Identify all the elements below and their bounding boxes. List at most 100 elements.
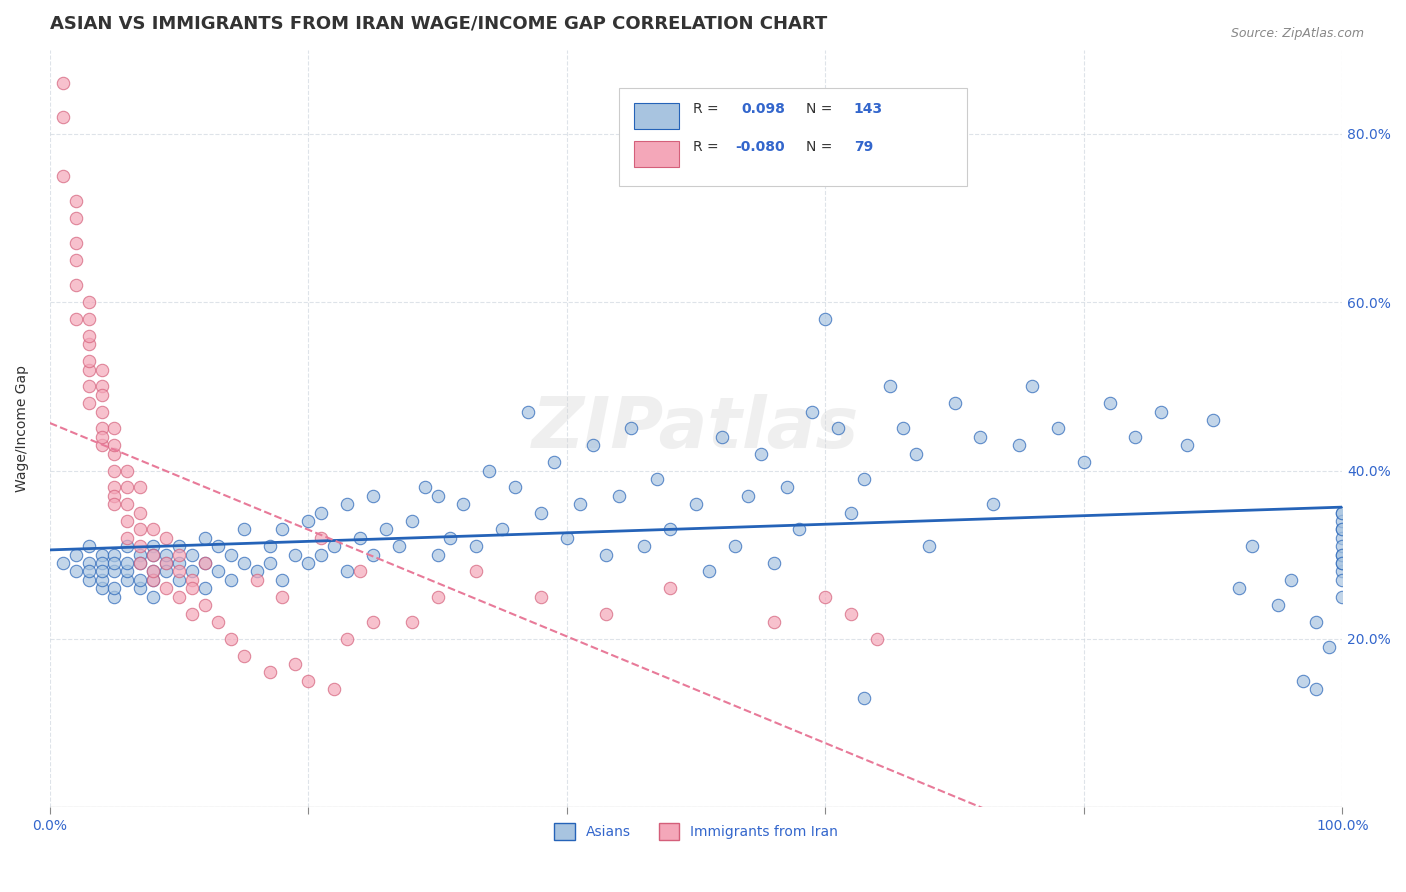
Immigrants from Iran xyxy=(77,337,100,351)
Immigrants from Iran xyxy=(117,463,139,477)
Asians xyxy=(309,548,332,562)
Immigrants from Iran xyxy=(90,404,112,418)
Asians xyxy=(478,463,501,477)
Immigrants from Iran xyxy=(117,480,139,494)
Asians xyxy=(465,539,488,553)
Immigrants from Iran xyxy=(129,523,152,537)
Text: N =: N = xyxy=(806,102,837,116)
Immigrants from Iran xyxy=(142,523,165,537)
Asians xyxy=(1227,582,1250,596)
FancyBboxPatch shape xyxy=(619,87,967,186)
Asians xyxy=(374,523,396,537)
Asians xyxy=(724,539,747,553)
Asians xyxy=(297,514,319,528)
Asians xyxy=(336,497,359,511)
Immigrants from Iran xyxy=(866,632,889,646)
Asians xyxy=(1331,506,1354,520)
Asians xyxy=(103,556,125,570)
Asians xyxy=(439,531,461,545)
Asians xyxy=(155,556,177,570)
Asians xyxy=(1331,548,1354,562)
Immigrants from Iran xyxy=(181,582,204,596)
Immigrants from Iran xyxy=(65,278,87,293)
Text: ZIPatlas: ZIPatlas xyxy=(533,394,859,463)
Asians xyxy=(981,497,1004,511)
Immigrants from Iran xyxy=(659,582,682,596)
Asians xyxy=(530,506,553,520)
Immigrants from Iran xyxy=(103,447,125,461)
Asians xyxy=(1331,523,1354,537)
Asians xyxy=(142,573,165,587)
Immigrants from Iran xyxy=(155,531,177,545)
Asians xyxy=(52,556,75,570)
Asians xyxy=(685,497,707,511)
Immigrants from Iran xyxy=(52,77,75,91)
Immigrants from Iran xyxy=(181,607,204,621)
Immigrants from Iran xyxy=(117,497,139,511)
Immigrants from Iran xyxy=(167,548,190,562)
Asians xyxy=(426,548,449,562)
Asians xyxy=(491,523,513,537)
Asians xyxy=(555,531,578,545)
Text: Source: ZipAtlas.com: Source: ZipAtlas.com xyxy=(1230,27,1364,40)
Asians xyxy=(1331,573,1354,587)
Asians xyxy=(117,565,139,579)
Asians xyxy=(1331,531,1354,545)
Text: ASIAN VS IMMIGRANTS FROM IRAN WAGE/INCOME GAP CORRELATION CHART: ASIAN VS IMMIGRANTS FROM IRAN WAGE/INCOM… xyxy=(49,15,827,33)
Asians xyxy=(891,421,914,435)
Asians xyxy=(77,556,100,570)
Immigrants from Iran xyxy=(129,480,152,494)
Asians xyxy=(388,539,411,553)
Immigrants from Iran xyxy=(90,379,112,393)
Asians xyxy=(1279,573,1302,587)
Immigrants from Iran xyxy=(90,388,112,402)
Immigrants from Iran xyxy=(155,556,177,570)
Asians xyxy=(232,556,254,570)
Immigrants from Iran xyxy=(814,590,837,604)
Immigrants from Iran xyxy=(77,354,100,368)
Asians xyxy=(1331,523,1354,537)
Asians xyxy=(65,548,87,562)
Asians xyxy=(142,539,165,553)
Asians xyxy=(737,489,759,503)
Asians xyxy=(853,472,876,486)
Asians xyxy=(1317,640,1340,655)
Immigrants from Iran xyxy=(117,531,139,545)
Immigrants from Iran xyxy=(77,295,100,310)
Immigrants from Iran xyxy=(65,312,87,326)
Asians xyxy=(1331,590,1354,604)
Asians xyxy=(219,573,242,587)
Asians xyxy=(142,548,165,562)
Immigrants from Iran xyxy=(142,565,165,579)
Asians xyxy=(595,548,617,562)
Asians xyxy=(1305,682,1327,697)
Asians xyxy=(503,480,526,494)
Asians xyxy=(77,539,100,553)
Immigrants from Iran xyxy=(219,632,242,646)
Immigrants from Iran xyxy=(762,615,785,629)
Immigrants from Iran xyxy=(401,615,423,629)
Immigrants from Iran xyxy=(103,480,125,494)
Text: 0.098: 0.098 xyxy=(741,102,785,116)
Asians xyxy=(1331,506,1354,520)
Asians xyxy=(1021,379,1043,393)
Asians xyxy=(1240,539,1263,553)
Immigrants from Iran xyxy=(90,438,112,452)
Immigrants from Iran xyxy=(530,590,553,604)
Immigrants from Iran xyxy=(52,110,75,124)
Asians xyxy=(1046,421,1069,435)
FancyBboxPatch shape xyxy=(634,103,679,129)
Immigrants from Iran xyxy=(142,548,165,562)
Asians xyxy=(801,404,824,418)
Asians xyxy=(155,548,177,562)
Asians xyxy=(103,548,125,562)
Asians xyxy=(710,430,733,444)
Asians xyxy=(297,556,319,570)
Asians xyxy=(789,523,811,537)
Asians xyxy=(284,548,307,562)
Asians xyxy=(167,539,190,553)
Text: N =: N = xyxy=(806,140,837,153)
Asians xyxy=(232,523,254,537)
Asians xyxy=(181,565,204,579)
Legend: Asians, Immigrants from Iran: Asians, Immigrants from Iran xyxy=(548,817,844,846)
